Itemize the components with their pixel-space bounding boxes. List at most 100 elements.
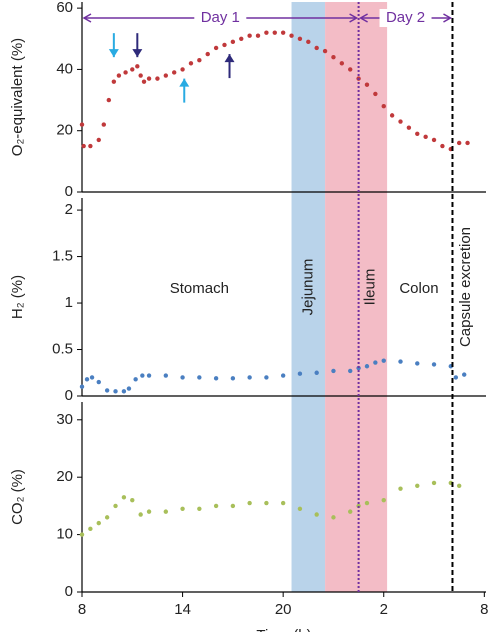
data-point [155,76,160,81]
data-point [247,33,252,38]
data-point [146,509,152,514]
data-point [373,360,378,365]
data-point [297,506,303,511]
data-point [163,373,169,378]
data-point [197,506,202,511]
data-point [239,36,244,41]
arrow-head [443,13,452,23]
y-tick-label: 2 [65,201,73,218]
arrow-head [224,54,235,63]
data-point [306,39,311,45]
data-point [106,97,112,103]
data-point [123,70,128,75]
y-axis-label: H₂ (%) [9,275,26,319]
y-tick-label: 1.5 [52,248,73,265]
data-point [213,503,219,509]
data-point [356,503,361,509]
data-point [297,36,303,41]
data-point [79,384,85,389]
data-point [230,39,236,45]
y-tick-label: 0 [65,387,73,404]
data-point [138,73,143,78]
data-point [81,143,86,149]
region-label: Capsule excretion [457,227,474,347]
data-point [381,103,386,109]
data-point [431,480,437,486]
y-tick-label: 10 [56,526,73,543]
day-label: Day 1 [201,9,240,26]
data-point [440,143,445,149]
data-point [213,376,219,381]
data-point [331,368,336,374]
data-point [163,73,169,78]
data-point [180,375,185,380]
data-point [415,361,420,366]
region-label: Stomach [170,280,229,297]
data-point [135,64,140,69]
region-label: Ileum [361,269,378,306]
data-point [138,512,143,517]
data-point [415,483,420,489]
region-label: Colon [399,280,438,297]
data-point [431,137,437,143]
region-label: Jejunum [299,259,316,316]
data-point [146,76,152,81]
x-tick-label: 2 [380,601,388,618]
data-point [456,140,462,146]
y-axis-label: O₂-equivalent (%) [9,38,26,156]
data-point [121,495,127,500]
y-tick-label: 1 [65,294,73,311]
data-point [348,368,353,374]
data-point [222,42,227,48]
data-point [381,358,386,363]
data-point [230,376,236,381]
data-point [130,67,135,72]
data-point [453,375,459,380]
data-point [280,30,286,35]
data-point [364,500,370,506]
data-point [339,61,345,66]
data-point [130,497,135,503]
data-point [255,33,261,38]
day-label: Day 2 [386,9,425,26]
data-point [280,373,286,378]
data-point [373,91,378,97]
y-tick-label: 60 [56,0,73,16]
data-point [264,375,269,380]
data-point [104,515,110,520]
data-point [398,359,403,364]
arrow-head [132,49,143,58]
data-point [398,486,403,491]
y-tick-label: 20 [56,468,73,485]
data-point [406,125,412,130]
y-tick-label: 30 [56,411,73,428]
data-point [456,483,462,489]
data-point [331,54,336,60]
data-point [289,33,294,38]
arrow-head [108,49,119,58]
data-point [180,67,185,72]
region-band [291,2,326,592]
data-point [79,532,85,537]
data-point [364,82,370,87]
data-point [381,497,386,503]
y-tick-label: 0 [65,183,73,200]
data-point [348,67,353,72]
data-point [462,372,467,377]
data-point [126,386,132,391]
data-point [96,520,101,526]
data-point [88,143,93,149]
arrow-head [82,13,92,23]
data-point [213,45,219,51]
data-point [140,373,145,378]
x-tick-label: 20 [275,601,292,618]
data-point [79,122,85,127]
data-point [163,509,169,514]
arrow-head [179,78,190,87]
data-point [423,134,428,140]
y-axis-label: CO₂ (%) [9,469,26,525]
data-point [111,79,117,84]
data-point [465,140,470,146]
data-point [297,371,303,376]
